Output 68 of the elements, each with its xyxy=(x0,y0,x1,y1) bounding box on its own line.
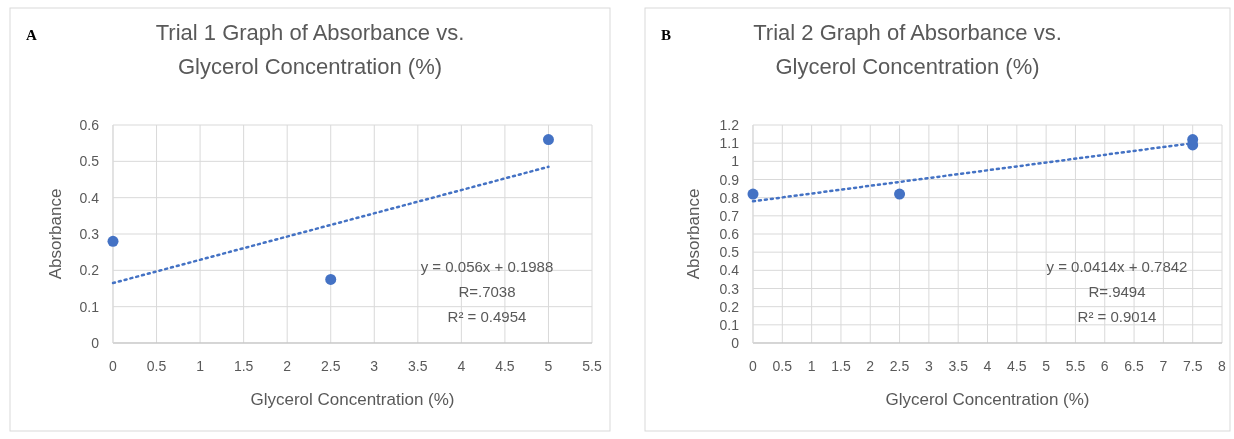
y-tick-label: 0.9 xyxy=(719,171,740,188)
x-tick-label: 4 xyxy=(457,358,466,374)
text: A xyxy=(26,27,37,43)
point xyxy=(107,235,119,247)
annotation: R=.7038 xyxy=(458,283,516,300)
x-tick-label: 1.5 xyxy=(233,358,254,374)
y-tick-label: 1.2 xyxy=(719,117,740,133)
x-tick-label: 4 xyxy=(983,358,992,374)
y-tick-label: 0.3 xyxy=(719,280,740,297)
y-tick-label: 0.3 xyxy=(79,226,100,242)
x-tick-label: 3 xyxy=(370,358,379,374)
annotation: R² = 0.4954 xyxy=(447,308,527,325)
x-tick-label: 5 xyxy=(1042,358,1051,374)
y-tick-label: 1.1 xyxy=(719,135,740,152)
annotation: R=.9494 xyxy=(1088,283,1146,300)
x-tick-label: 6 xyxy=(1100,358,1109,374)
y-tick-label: 0.1 xyxy=(719,316,740,333)
y-tick-label: 0.6 xyxy=(79,117,100,133)
x-axis-title: Glycerol Concentration (%) xyxy=(250,390,455,409)
y-tick-label: 0 xyxy=(91,335,100,351)
text: B xyxy=(661,27,672,43)
point xyxy=(894,188,906,200)
point xyxy=(747,188,759,200)
chart-title: Trial 1 Graph of Absorbance vs. Glycerol Concentration (%) xyxy=(155,20,465,79)
y-tick-label: 0.5 xyxy=(719,244,740,261)
x-tick-label: 6.5 xyxy=(1124,358,1144,374)
x-tick-label: 1 xyxy=(807,358,816,374)
x-tick-label: 0 xyxy=(749,358,758,374)
x-tick-label: 2.5 xyxy=(889,358,910,374)
x-tick-label: 0 xyxy=(109,358,118,374)
x-tick-label: 5 xyxy=(544,358,553,374)
x-tick-label: 7.5 xyxy=(1182,358,1203,374)
y-tick-label: 0.2 xyxy=(719,298,740,315)
x-tick-label: 3.5 xyxy=(408,358,428,374)
y-axis-title: Absorbance xyxy=(684,188,703,280)
x-tick-label: 1 xyxy=(196,358,205,374)
x-tick-label: 8 xyxy=(1218,358,1227,374)
x-tick-label: 3.5 xyxy=(948,358,969,374)
point xyxy=(325,273,337,285)
annotation: y = 0.056x + 0.1988 xyxy=(420,258,554,275)
x-tick-label: 2.5 xyxy=(320,358,341,374)
x-tick-label: 4.5 xyxy=(495,358,515,374)
y-tick-label: 0.4 xyxy=(79,189,100,206)
y-tick-label: 0.4 xyxy=(719,262,740,279)
y-tick-label: 0.5 xyxy=(79,153,100,170)
x-tick-label: 3 xyxy=(924,358,933,374)
y-tick-label: 0.6 xyxy=(719,226,740,242)
x-tick-label: 2 xyxy=(866,358,875,374)
x-tick-label: 7 xyxy=(1159,358,1168,374)
annotation: y = 0.0414x + 0.7842 xyxy=(1046,258,1188,275)
y-tick-label: 1 xyxy=(731,153,740,170)
y-tick-label: 0 xyxy=(731,335,740,351)
x-tick-label: 1.5 xyxy=(831,358,851,374)
chart-title: Trial 2 Graph of Absorbance vs. Glycerol Concentration (%) xyxy=(753,20,1062,79)
y-axis-title: Absorbance xyxy=(46,188,65,280)
y-tick-label: 0.2 xyxy=(79,262,100,279)
annotation: R² = 0.9014 xyxy=(1077,308,1157,325)
x-tick-label: 0.5 xyxy=(772,358,793,374)
point xyxy=(542,134,554,146)
y-tick-label: 0.8 xyxy=(719,189,740,206)
x-tick-label: 0.5 xyxy=(146,358,167,374)
x-tick-label: 2 xyxy=(283,358,292,374)
y-tick-label: 0.7 xyxy=(719,207,740,224)
x-axis-title: Glycerol Concentration (%) xyxy=(885,390,1090,409)
y-tick-label: 0.1 xyxy=(79,298,100,315)
x-tick-label: 5.5 xyxy=(1065,358,1086,374)
x-tick-label: 5.5 xyxy=(582,358,602,374)
x-tick-label: 4.5 xyxy=(1007,358,1027,374)
